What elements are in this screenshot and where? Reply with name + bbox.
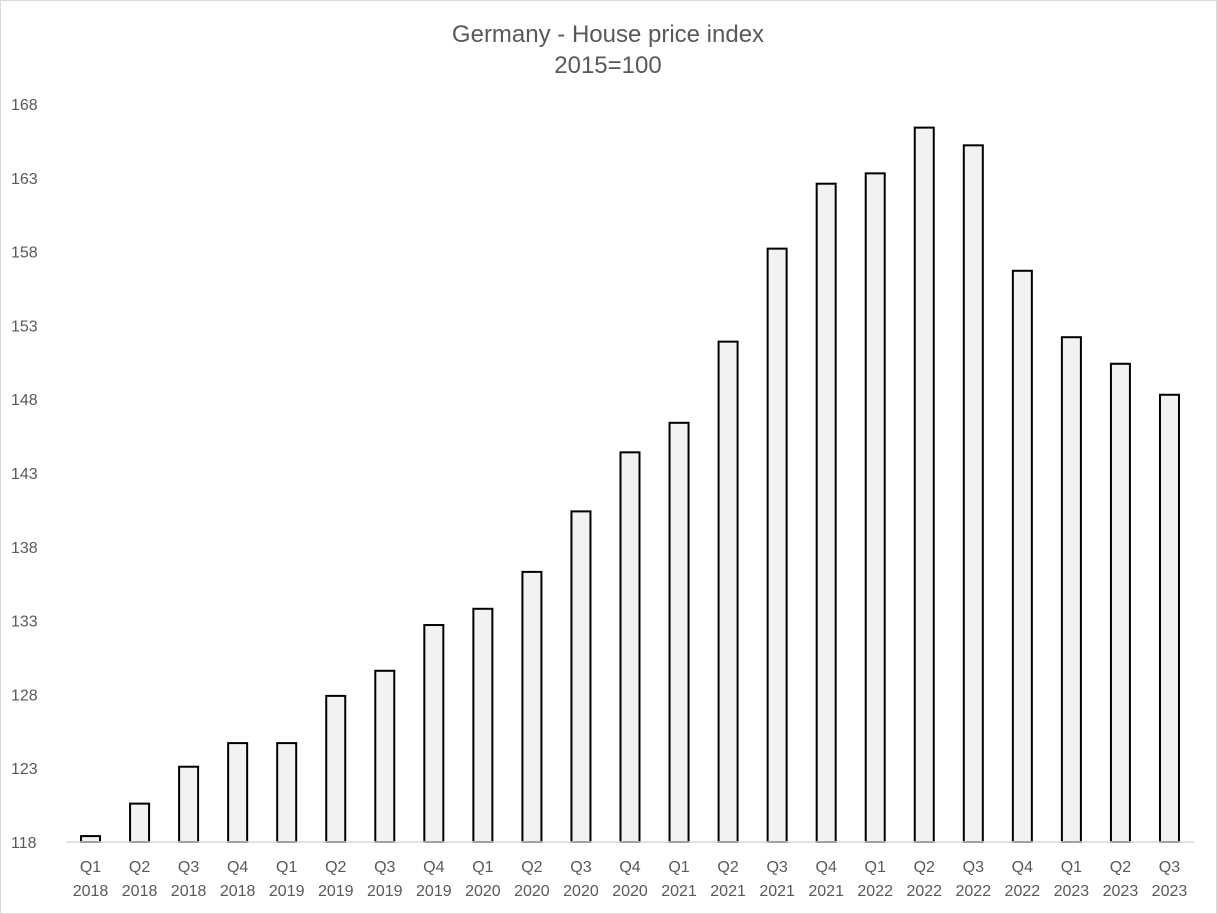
x-tick-label-year: 2018 [73, 883, 109, 900]
x-tick-label-year: 2021 [661, 883, 697, 900]
x-tick-label-year: 2021 [759, 883, 795, 900]
bar [815, 182, 837, 844]
bar [325, 694, 347, 843]
x-tick-label-quarter: Q2 [521, 859, 542, 876]
y-axis-tick-labels: 118 123 128 133 138 143 148 153 158 163 168 [11, 97, 38, 852]
x-tick-label-quarter: Q4 [1012, 859, 1033, 876]
x-tick-label-year: 2022 [857, 883, 893, 900]
x-tick-label-quarter: Q4 [227, 859, 248, 876]
x-tick-label-year: 2023 [1152, 883, 1188, 900]
bar [668, 421, 690, 843]
x-tick-label-quarter: Q1 [276, 859, 297, 876]
bar [962, 144, 984, 843]
bar [1060, 336, 1082, 843]
y-tick-label: 143 [11, 466, 38, 483]
x-tick-label-quarter: Q3 [766, 859, 787, 876]
x-tick-label-quarter: Q1 [1061, 859, 1082, 876]
bar [864, 172, 886, 843]
x-tick-label-year: 2022 [906, 883, 942, 900]
y-tick-label: 158 [11, 245, 38, 262]
y-tick-label: 123 [11, 761, 38, 778]
x-tick-label-quarter: Q3 [374, 859, 395, 876]
x-tick-label-year: 2019 [416, 883, 452, 900]
x-tick-label-year: 2019 [318, 883, 354, 900]
x-tick-label-year: 2020 [465, 883, 501, 900]
chart-subtitle: 2015=100 [554, 52, 661, 79]
x-tick-label-quarter: Q1 [865, 859, 886, 876]
bar [80, 835, 102, 844]
y-tick-label: 133 [11, 614, 38, 631]
x-tick-label-quarter: Q2 [325, 859, 346, 876]
bar [521, 570, 543, 844]
x-tick-label-year: 2020 [514, 883, 550, 900]
bar [472, 607, 494, 843]
x-tick-label-quarter: Q1 [80, 859, 101, 876]
x-tick-label-year: 2019 [367, 883, 403, 900]
x-tick-label-quarter: Q2 [1110, 859, 1131, 876]
bar-series [80, 126, 1180, 844]
x-tick-label-quarter: Q2 [717, 859, 738, 876]
bar [1011, 269, 1033, 843]
x-tick-label-quarter: Q2 [914, 859, 935, 876]
bar [1109, 362, 1131, 843]
x-tick-label-quarter: Q4 [619, 859, 640, 876]
x-tick-label-quarter: Q3 [963, 859, 984, 876]
bar [178, 765, 200, 843]
x-tick-label-year: 2021 [808, 883, 844, 900]
x-tick-label-quarter: Q4 [423, 859, 444, 876]
y-tick-label: 128 [11, 687, 38, 704]
chart-title: Germany - House price index [452, 21, 764, 48]
x-tick-label-quarter: Q3 [1159, 859, 1180, 876]
bar [913, 126, 935, 843]
bar [570, 510, 592, 843]
x-tick-label-year: 2020 [612, 883, 648, 900]
x-tick-label-year: 2023 [1054, 883, 1090, 900]
bar [227, 742, 249, 843]
y-tick-label: 118 [11, 835, 37, 852]
bar [766, 247, 788, 843]
x-tick-label-year: 2018 [122, 883, 158, 900]
bar [374, 669, 396, 843]
bar [619, 451, 641, 843]
y-tick-label: 168 [11, 97, 38, 114]
x-tick-label-year: 2020 [563, 883, 599, 900]
x-axis-tick-labels: Q1 2018 Q2 2018 Q3 2018 Q4 2018 Q1 2019 Q2 2019 Q3 20… [73, 859, 1188, 900]
bar [717, 340, 739, 843]
x-tick-label-year: 2022 [1005, 883, 1041, 900]
x-tick-label-year: 2023 [1103, 883, 1139, 900]
x-tick-label-year: 2018 [220, 883, 256, 900]
x-tick-label-quarter: Q1 [668, 859, 689, 876]
y-tick-label: 148 [11, 392, 38, 409]
x-tick-label-quarter: Q2 [129, 859, 150, 876]
x-tick-label-year: 2019 [269, 883, 305, 900]
bar [1158, 393, 1180, 843]
x-tick-label-year: 2021 [710, 883, 746, 900]
bar [129, 802, 151, 844]
y-tick-label: 153 [11, 318, 38, 335]
y-tick-label: 163 [11, 171, 38, 188]
bar [276, 742, 298, 843]
y-tick-label: 138 [11, 540, 38, 557]
x-tick-label-quarter: Q1 [472, 859, 493, 876]
x-tick-label-quarter: Q4 [816, 859, 837, 876]
bar [423, 624, 445, 844]
x-tick-label-quarter: Q3 [570, 859, 591, 876]
x-tick-label-year: 2022 [956, 883, 992, 900]
x-tick-label-quarter: Q3 [178, 859, 199, 876]
x-tick-label-year: 2018 [171, 883, 207, 900]
